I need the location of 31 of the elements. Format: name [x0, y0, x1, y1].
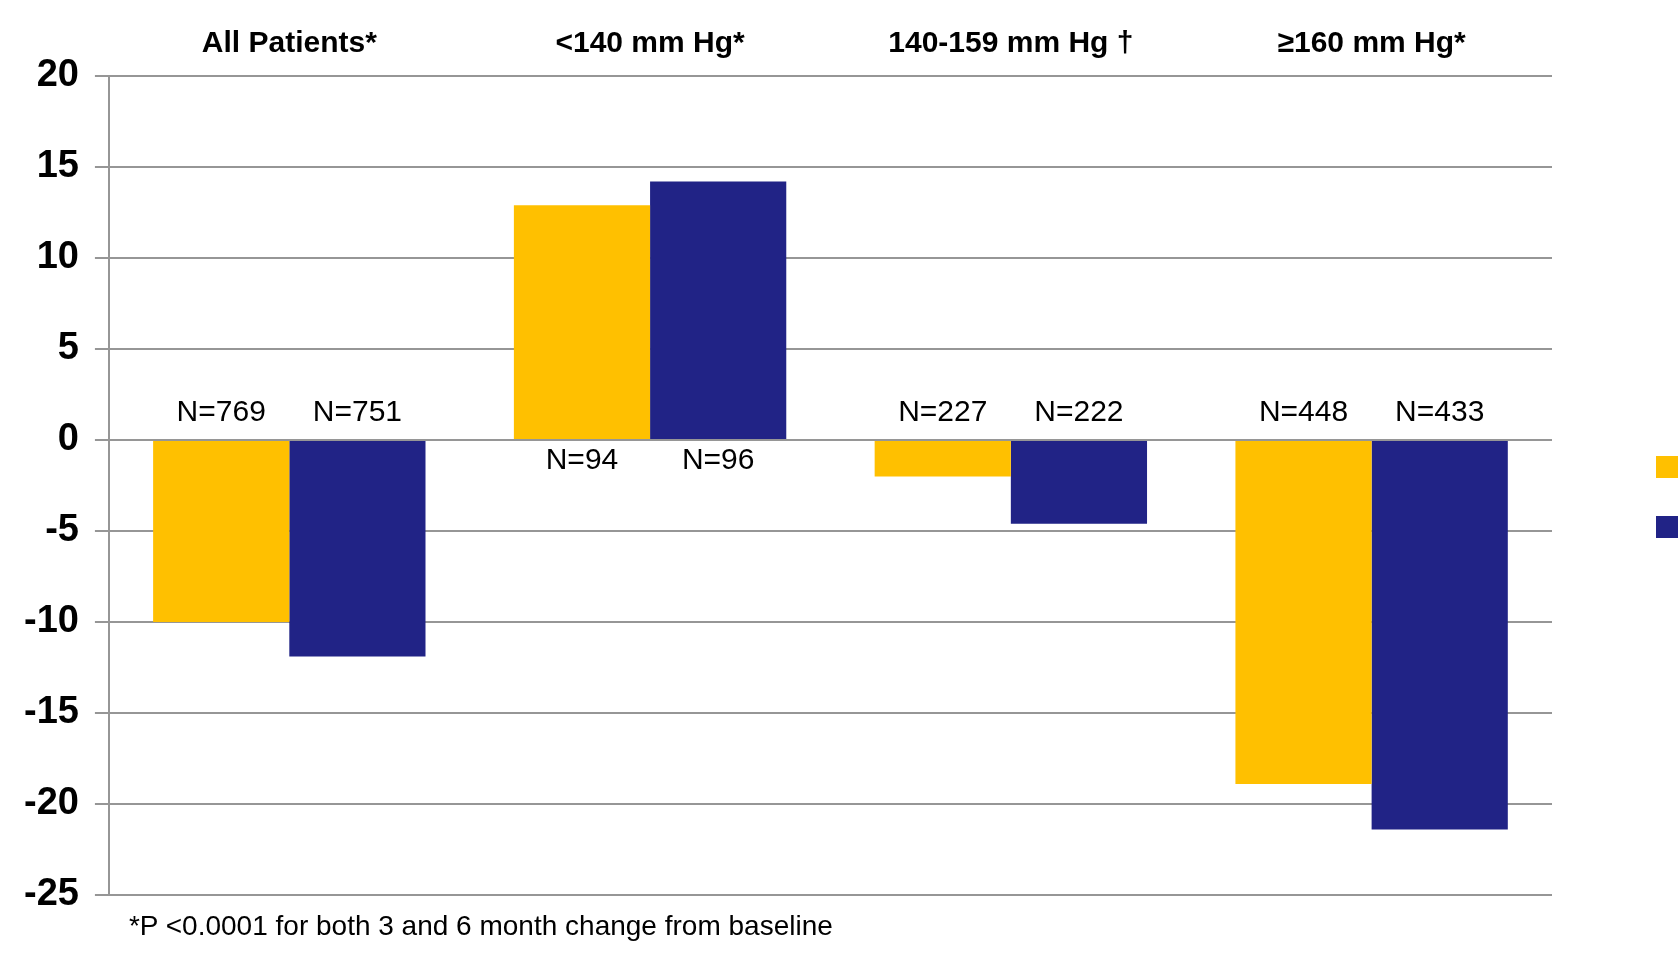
bar [513, 205, 651, 439]
y-tick-label: -25 [24, 871, 79, 914]
annotation: N=94 [545, 442, 619, 476]
y-tick-label: 15 [36, 143, 79, 186]
y-tick-label: 5 [57, 325, 79, 368]
y-tick-label: 0 [57, 416, 79, 459]
bar [874, 441, 1011, 477]
bar [650, 181, 787, 439]
y-tick-label: -20 [24, 780, 79, 823]
bar [1235, 441, 1372, 784]
annotation: N=769 [176, 394, 266, 428]
x-tick-label: <140 mm Hg* [555, 25, 746, 59]
y-tick-label: -15 [24, 689, 79, 732]
bar [1371, 441, 1508, 830]
annotation: N=751 [312, 394, 403, 428]
bar [289, 441, 426, 657]
bar [1010, 441, 1148, 524]
x-tick-label: ≥160 mm Hg* [1277, 25, 1467, 59]
y-tick-label: -10 [24, 598, 79, 641]
annotation: N=433 [1395, 394, 1485, 428]
bar [153, 441, 290, 622]
x-tick-label: All Patients* [201, 25, 378, 59]
y-tick-label: -5 [45, 507, 79, 550]
annotation: N=222 [1034, 394, 1124, 428]
x-tick-label: 140-159 mm Hg † [888, 25, 1134, 59]
text: *P <0.0001 for both 3 and 6 month change from baseline [128, 909, 833, 941]
annotation: N=227 [898, 394, 988, 428]
y-tick-label: 10 [36, 234, 79, 277]
y-tick-label: 20 [36, 52, 79, 95]
annotation: N=448 [1258, 394, 1349, 428]
annotation: N=96 [681, 442, 755, 476]
